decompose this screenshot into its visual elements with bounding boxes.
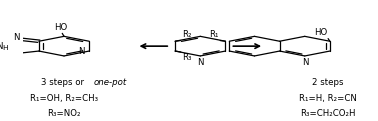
Text: N: N xyxy=(0,42,3,51)
Text: N: N xyxy=(302,58,308,67)
Text: one-pot: one-pot xyxy=(94,78,127,87)
Text: 2 steps: 2 steps xyxy=(312,78,344,87)
Text: R₁: R₁ xyxy=(209,30,218,39)
Text: N: N xyxy=(78,47,85,56)
Text: HO: HO xyxy=(54,23,67,32)
Text: N: N xyxy=(197,58,204,67)
Text: R₃=NO₂: R₃=NO₂ xyxy=(47,109,81,118)
Text: H: H xyxy=(2,45,8,51)
Text: R₂: R₂ xyxy=(182,30,192,39)
Text: R₃: R₃ xyxy=(182,53,192,62)
Text: HO: HO xyxy=(314,28,327,37)
Text: R₁=OH, R₂=CH₃: R₁=OH, R₂=CH₃ xyxy=(30,94,98,103)
Text: R₁=H, R₂=CN: R₁=H, R₂=CN xyxy=(299,94,357,103)
Text: R₃=CH₂CO₂H: R₃=CH₂CO₂H xyxy=(300,109,355,118)
Text: N: N xyxy=(13,33,20,42)
Text: 3 steps or: 3 steps or xyxy=(41,78,87,87)
